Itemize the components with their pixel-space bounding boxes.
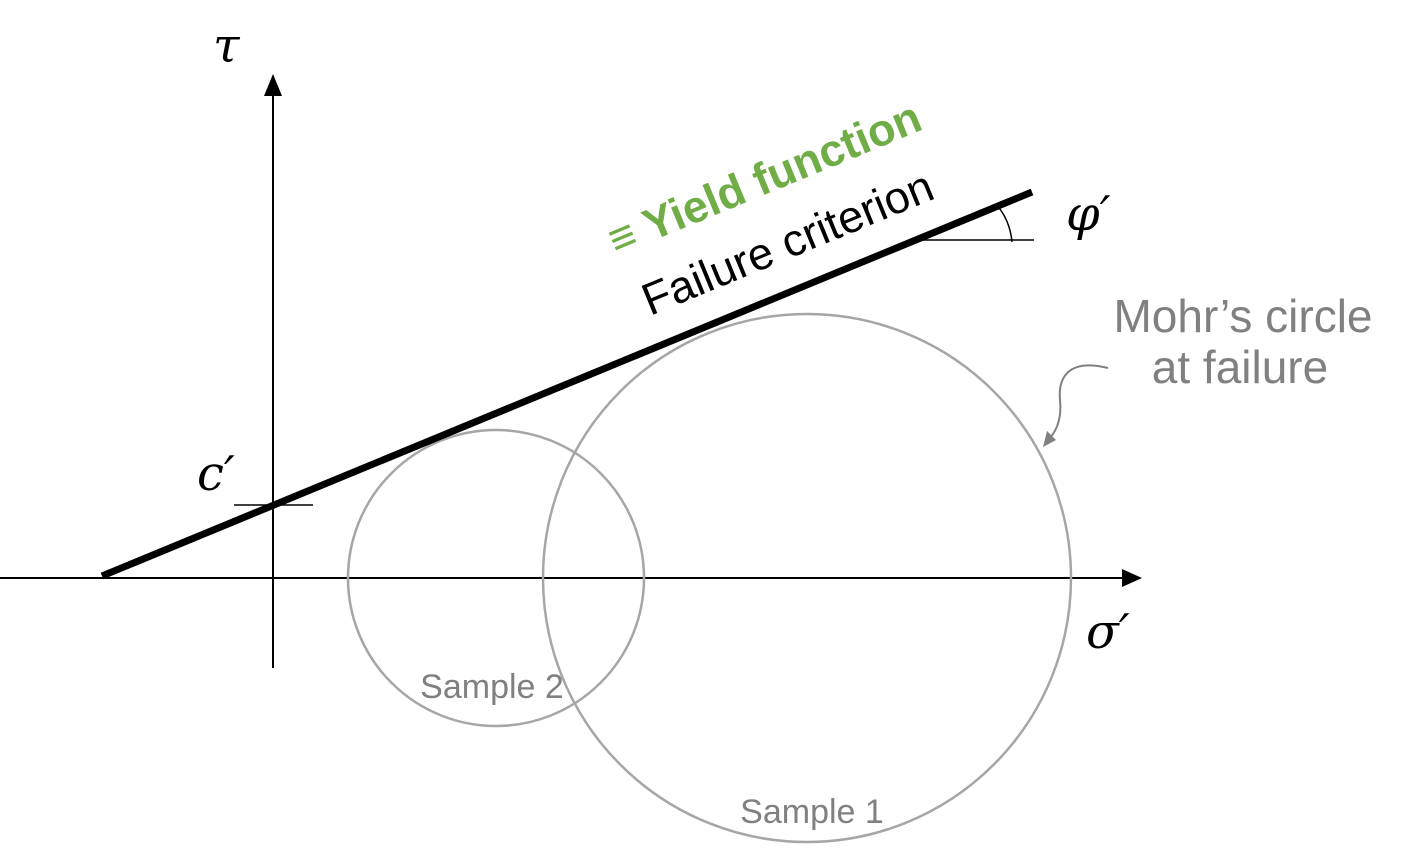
mohr-circle-sample-2 bbox=[346, 428, 646, 728]
friction-angle-arc bbox=[995, 203, 1013, 243]
mohr-callout-arrowhead bbox=[1043, 431, 1056, 447]
cohesion-label: c′ bbox=[197, 446, 235, 502]
sample-2-label: Sample 2 bbox=[420, 668, 564, 706]
tau-axis-label: τ bbox=[213, 18, 241, 74]
mohr-callout-arrow bbox=[1047, 364, 1109, 441]
sample-1-label: Sample 1 bbox=[740, 793, 884, 831]
mohr-label-line-1: Mohr’s circle bbox=[1113, 290, 1372, 342]
tau-axis-arrowhead bbox=[264, 74, 282, 96]
mohr-circle-sample-1 bbox=[541, 312, 1073, 844]
sigma-axis-arrowhead bbox=[1122, 569, 1142, 587]
failure-envelope bbox=[100, 188, 1034, 580]
friction-angle-label: φ′ bbox=[1066, 186, 1111, 242]
mohr-label-line-2: at failure bbox=[1152, 341, 1328, 393]
sigma-axis-label: σ′ bbox=[1086, 604, 1130, 660]
